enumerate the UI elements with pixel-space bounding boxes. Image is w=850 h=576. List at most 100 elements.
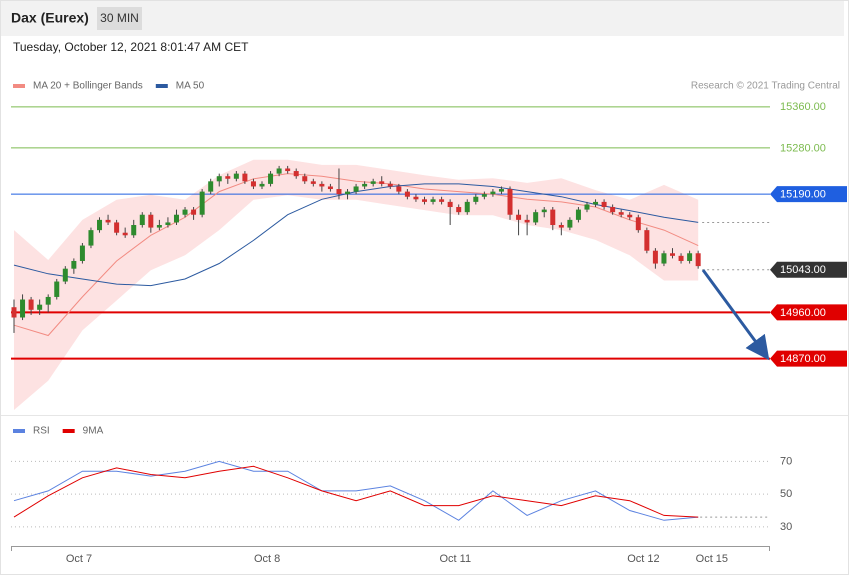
level-label: 15043.00 bbox=[780, 264, 826, 276]
y-tick-label: 70 bbox=[780, 455, 792, 467]
candle-body bbox=[370, 181, 376, 184]
level-label: 14870.00 bbox=[780, 353, 826, 365]
candle-body bbox=[584, 204, 590, 210]
x-tick-label: Oct 8 bbox=[254, 553, 280, 565]
candle-body bbox=[524, 219, 530, 223]
candle-body bbox=[610, 207, 616, 213]
candle-body bbox=[165, 222, 171, 226]
candle-body bbox=[225, 176, 231, 179]
level-label: 15190.00 bbox=[780, 189, 826, 201]
candle-body bbox=[310, 181, 316, 184]
level-label: 15280.00 bbox=[780, 142, 826, 154]
candle-body bbox=[473, 196, 479, 202]
candle-body bbox=[635, 217, 641, 231]
candle-body bbox=[447, 201, 453, 208]
candle-body bbox=[413, 196, 419, 200]
candle-body bbox=[156, 225, 162, 228]
candle-body bbox=[593, 201, 599, 205]
candle-body bbox=[550, 209, 556, 226]
candle-body bbox=[20, 299, 26, 318]
candle-body bbox=[250, 181, 256, 187]
x-tick-label: Oct 15 bbox=[696, 553, 728, 565]
candle-body bbox=[122, 232, 128, 236]
candle-body bbox=[558, 225, 564, 228]
candle-body bbox=[216, 176, 222, 182]
candle-body bbox=[233, 173, 239, 179]
candle-body bbox=[319, 183, 325, 187]
level-label: 14960.00 bbox=[780, 307, 826, 319]
price-panel: 15360.00 15280.00 15190.00 15043.00 14960.00… bbox=[11, 81, 847, 410]
candle-body bbox=[430, 199, 436, 202]
projection-arrow bbox=[701, 269, 770, 361]
candle-body bbox=[293, 171, 299, 177]
candle-body bbox=[131, 225, 137, 236]
candle-body bbox=[439, 199, 445, 202]
candle-body bbox=[114, 222, 120, 233]
candle-body bbox=[464, 201, 470, 213]
candle-body bbox=[173, 214, 179, 223]
y-tick-label: 30 bbox=[780, 521, 792, 533]
candle-body bbox=[575, 209, 581, 220]
ma20-line bbox=[13, 173, 699, 337]
rsi-panel: 30 50 70 Oct 7 Oct 8 Oct 11 Oct 12 Oct 15 RSI 9MA bbox=[11, 426, 792, 565]
candle-body bbox=[208, 181, 214, 192]
instrument: Dax (Eurex) bbox=[11, 10, 89, 26]
candle-body bbox=[327, 186, 333, 190]
x-tick-label: Oct 11 bbox=[439, 553, 471, 565]
level-label-box bbox=[770, 304, 847, 321]
candle-body bbox=[456, 207, 462, 213]
candle-body bbox=[285, 168, 291, 172]
candle-body bbox=[618, 212, 624, 215]
candle-body bbox=[54, 281, 60, 297]
candle-body bbox=[601, 201, 607, 208]
legend-label: 9MA bbox=[83, 426, 104, 437]
rsi-line bbox=[13, 460, 699, 521]
candle-body bbox=[627, 214, 633, 218]
candle-body bbox=[11, 307, 17, 318]
legend-label: MA 50 bbox=[176, 81, 205, 92]
candle-body bbox=[516, 214, 522, 220]
candle-body bbox=[687, 253, 693, 261]
candle-body bbox=[139, 214, 145, 226]
candle-body bbox=[336, 189, 342, 195]
candle-body bbox=[507, 189, 513, 215]
candle-body bbox=[362, 183, 368, 187]
candle-body bbox=[45, 296, 51, 305]
legend-swatch bbox=[13, 84, 25, 88]
level-label-box bbox=[770, 261, 847, 278]
candle-body bbox=[498, 189, 504, 192]
candle-body bbox=[276, 168, 282, 174]
timeframe-button[interactable] bbox=[97, 7, 142, 30]
candle-body bbox=[490, 191, 496, 195]
rsi-line bbox=[13, 465, 699, 518]
candle-body bbox=[97, 219, 103, 231]
candle-body bbox=[481, 194, 487, 197]
candle-body bbox=[396, 186, 402, 192]
legend-label: RSI bbox=[33, 426, 50, 437]
candle-body bbox=[644, 230, 650, 251]
candle-body bbox=[567, 219, 573, 228]
candle-body bbox=[404, 191, 410, 197]
y-tick-label: 50 bbox=[780, 488, 792, 500]
candle-body bbox=[533, 212, 539, 223]
level-label-box bbox=[770, 350, 847, 367]
candle-body bbox=[259, 183, 265, 187]
candle-body bbox=[379, 181, 385, 184]
candle-body bbox=[268, 173, 274, 184]
candle-body bbox=[345, 191, 351, 195]
candle-body bbox=[661, 253, 667, 264]
timeframe[interactable]: 30 MIN bbox=[100, 11, 139, 25]
candle-body bbox=[105, 219, 111, 223]
candle-body bbox=[37, 304, 43, 310]
candle-body bbox=[652, 250, 658, 264]
legend-label: MA 20 + Bollinger Bands bbox=[33, 81, 143, 92]
legend-swatch bbox=[62, 429, 75, 433]
candle-body bbox=[695, 253, 701, 267]
candle-body bbox=[670, 253, 676, 256]
candle-body bbox=[678, 255, 684, 261]
candle-body bbox=[353, 186, 359, 192]
credit: Research © 2021 Trading Central bbox=[691, 81, 840, 92]
legend-swatch bbox=[155, 84, 168, 88]
